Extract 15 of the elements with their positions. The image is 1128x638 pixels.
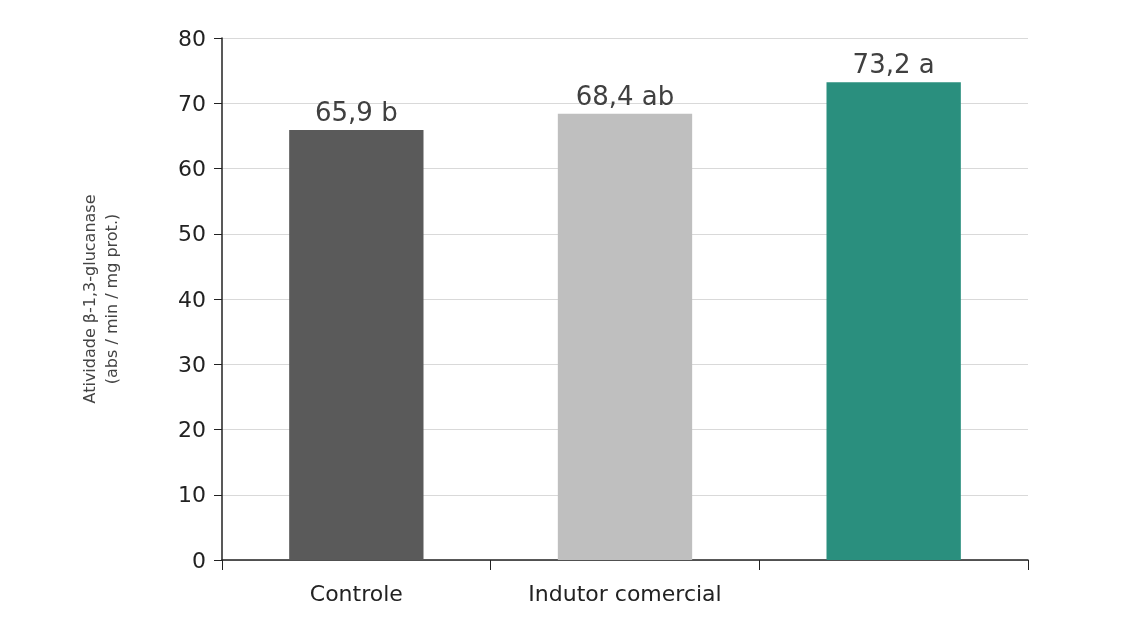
y-tick-label: 20	[178, 417, 206, 442]
data-label: 73,2 a	[852, 49, 935, 80]
y-tick-label: 80	[178, 25, 206, 51]
y-tick-label: 50	[178, 221, 206, 247]
y-tick-label: 40	[178, 286, 206, 312]
y-tick-label: 70	[178, 90, 206, 116]
y-axis-title: Atividade β-1,3-glucanase (abs / min / mg prot.)	[79, 194, 121, 404]
y-tick-label: 30	[178, 351, 206, 377]
data-label: 68,4 ab	[575, 80, 675, 111]
x-tick-label: Indutor comercial	[528, 580, 722, 606]
y-tick-label: 10	[178, 482, 206, 508]
x-tick-label: Controle	[309, 580, 403, 606]
y-tick-label: 0	[192, 547, 206, 573]
y-tick-label: 60	[178, 156, 206, 181]
data-label: 65,9 b	[315, 97, 398, 127]
